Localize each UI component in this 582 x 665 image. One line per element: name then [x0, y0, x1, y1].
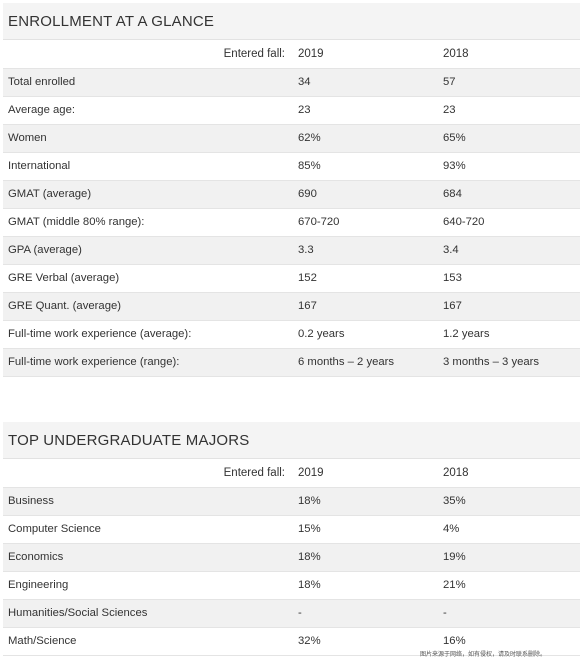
- row-label: Full-time work experience (range):: [3, 348, 294, 377]
- table-row: Computer Science 15% 4%: [3, 515, 580, 544]
- value-2018: 1.2 years: [439, 320, 580, 349]
- year-2018-header: 2018: [439, 459, 580, 488]
- value-2018: 4%: [439, 515, 580, 544]
- value-2018: 21%: [439, 571, 580, 600]
- value-2019: 6 months – 2 years: [294, 348, 439, 377]
- row-label: International: [3, 152, 294, 181]
- value-2019: -: [294, 599, 439, 628]
- table-row: GRE Quant. (average) 167 167: [3, 292, 580, 321]
- value-2019: 85%: [294, 152, 439, 181]
- majors-title: TOP UNDERGRADUATE MAJORS: [3, 422, 580, 459]
- value-2018: 3.4: [439, 236, 580, 265]
- table-row: International 85% 93%: [3, 152, 580, 181]
- value-2019: 18%: [294, 487, 439, 516]
- value-2019: 152: [294, 264, 439, 293]
- table-row: Humanities/Social Sciences - -: [3, 599, 580, 628]
- value-2019: 670-720: [294, 208, 439, 237]
- value-2018: 16%: [439, 627, 580, 656]
- table-row: Average age: 23 23: [3, 96, 580, 125]
- enrollment-section: ENROLLMENT AT A GLANCE Entered fall: 201…: [3, 3, 580, 377]
- row-label: Women: [3, 124, 294, 153]
- value-2018: 684: [439, 180, 580, 209]
- value-2018: 23: [439, 96, 580, 125]
- value-2018: 35%: [439, 487, 580, 516]
- table-row: Total enrolled 34 57: [3, 68, 580, 97]
- row-label: GPA (average): [3, 236, 294, 265]
- table-row: Full-time work experience (average): 0.2…: [3, 320, 580, 349]
- value-2018: 3 months – 3 years: [439, 348, 580, 377]
- table-row: Business 18% 35%: [3, 487, 580, 516]
- value-2019: 3.3: [294, 236, 439, 265]
- row-label: GMAT (middle 80% range):: [3, 208, 294, 237]
- table-row: Full-time work experience (range): 6 mon…: [3, 348, 580, 377]
- value-2019: 167: [294, 292, 439, 321]
- table-row: Women 62% 65%: [3, 124, 580, 153]
- table-row: Economics 18% 19%: [3, 543, 580, 572]
- value-2019: 0.2 years: [294, 320, 439, 349]
- year-2018-header: 2018: [439, 40, 580, 69]
- value-2019: 18%: [294, 543, 439, 572]
- table-row: GMAT (middle 80% range): 670-720 640-720: [3, 208, 580, 237]
- row-label: Economics: [3, 543, 294, 572]
- row-label: Engineering: [3, 571, 294, 600]
- value-2019: 34: [294, 68, 439, 97]
- year-2019-header: 2019: [294, 459, 439, 488]
- value-2019: 690: [294, 180, 439, 209]
- value-2019: 62%: [294, 124, 439, 153]
- value-2018: 57: [439, 68, 580, 97]
- entered-fall-label: Entered fall:: [3, 40, 294, 69]
- row-label: Total enrolled: [3, 68, 294, 97]
- enrollment-header-row: Entered fall: 2019 2018: [3, 40, 580, 69]
- value-2018: 93%: [439, 152, 580, 181]
- row-label: Math/Science: [3, 627, 294, 656]
- value-2019: 23: [294, 96, 439, 125]
- table-row: Engineering 18% 21%: [3, 571, 580, 600]
- table-row: Math/Science 32% 16%: [3, 627, 580, 656]
- value-2018: 153: [439, 264, 580, 293]
- table-row: GRE Verbal (average) 152 153: [3, 264, 580, 293]
- value-2019: 15%: [294, 515, 439, 544]
- row-label: Full-time work experience (average):: [3, 320, 294, 349]
- majors-section: TOP UNDERGRADUATE MAJORS Entered fall: 2…: [3, 422, 580, 656]
- watermark-text: 图片来源于网络，如有侵权，请及时联系删除。: [419, 652, 546, 658]
- row-label: Humanities/Social Sciences: [3, 599, 294, 628]
- row-label: Average age:: [3, 96, 294, 125]
- entered-fall-label: Entered fall:: [3, 459, 294, 488]
- value-2019: 32%: [294, 627, 439, 656]
- row-label: Computer Science: [3, 515, 294, 544]
- value-2018: 640-720: [439, 208, 580, 237]
- value-2018: 167: [439, 292, 580, 321]
- table-row: GMAT (average) 690 684: [3, 180, 580, 209]
- value-2018: 65%: [439, 124, 580, 153]
- enrollment-title: ENROLLMENT AT A GLANCE: [3, 3, 580, 40]
- row-label: GRE Quant. (average): [3, 292, 294, 321]
- majors-header-row: Entered fall: 2019 2018: [3, 459, 580, 488]
- value-2018: 19%: [439, 543, 580, 572]
- row-label: Business: [3, 487, 294, 516]
- year-2019-header: 2019: [294, 40, 439, 69]
- row-label: GMAT (average): [3, 180, 294, 209]
- majors-table: Entered fall: 2019 2018 Business 18% 35%…: [3, 459, 580, 656]
- table-row: GPA (average) 3.3 3.4: [3, 236, 580, 265]
- row-label: GRE Verbal (average): [3, 264, 294, 293]
- value-2018: -: [439, 599, 580, 628]
- value-2019: 18%: [294, 571, 439, 600]
- enrollment-table: Entered fall: 2019 2018 Total enrolled 3…: [3, 40, 580, 377]
